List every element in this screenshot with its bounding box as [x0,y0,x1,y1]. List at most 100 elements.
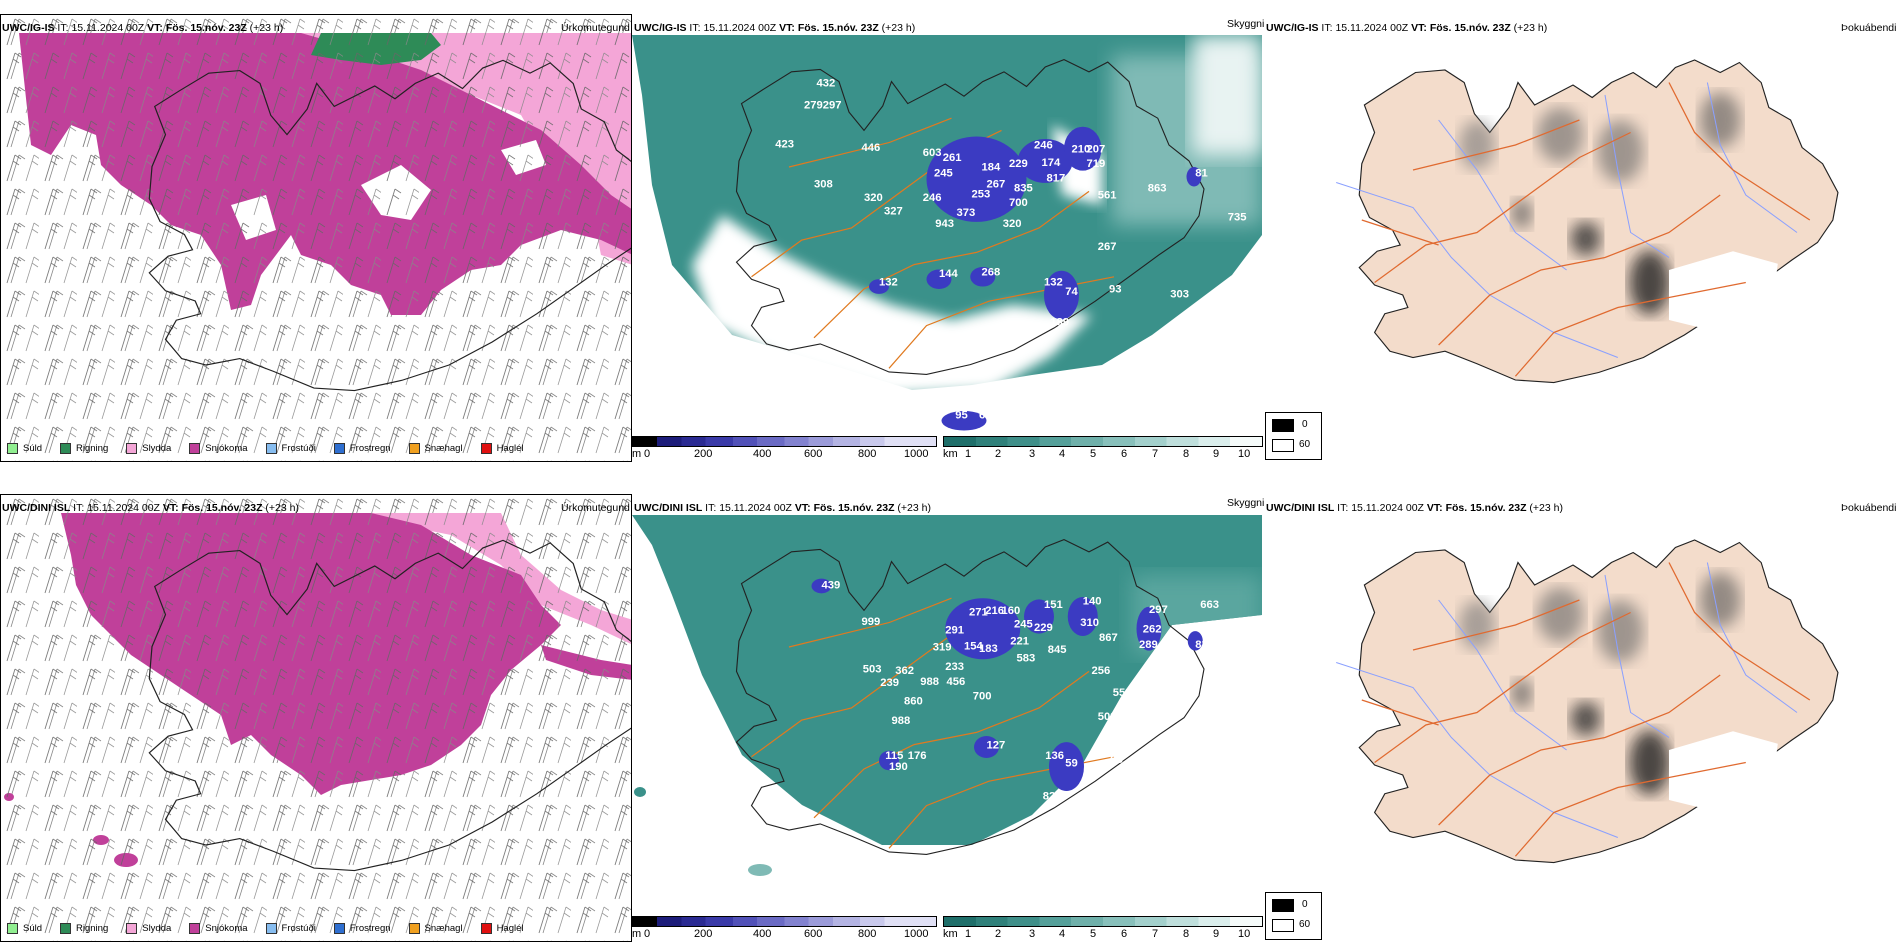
cloud-base-value-label: 423 [775,139,794,151]
tick: 2 [995,448,1002,460]
cloud-base-value-label: 261 [943,152,962,164]
header-fog-bottom: UWC/DINI ISL IT: 15.11.2024 00Z VT: Fös.… [1266,502,1563,514]
cloud-base-value-label: 320 [1003,218,1022,230]
cloud-base-value-label: 115 [885,750,903,762]
tick: m [632,448,642,460]
legend-item: Frostregn [333,443,391,454]
cloud-base-value-label: 154 [964,641,984,653]
cloud-base-value-label: 719 [1087,158,1106,170]
tick: 800 [858,928,877,940]
tick: 8 [1183,448,1190,460]
cloud-base-value-label: 127 [987,739,1006,751]
cloud-base-value-label: 700 [1009,197,1028,209]
cloud-base-value-label: 136 [1045,750,1064,762]
fog-map-bottom [1336,539,1839,864]
cloud-base-value-label: 233 [945,661,964,673]
header-fog-top: UWC/IG-IS IT: 15.11.2024 00Z VT: Fös. 15… [1266,22,1548,34]
title-precip-top: Úrkomutegund [561,22,630,34]
legend-item: Frostregn [333,923,391,934]
cloud-base-value-label: 190 [889,761,908,773]
cloud-base-value-label: 867 [1099,632,1118,644]
cloud-base-value-label: 303 [1170,289,1189,301]
cloud-base-value-label: 603 [923,147,942,159]
fog-panel-top [1265,35,1900,415]
tick: 4 [1059,448,1066,460]
header-visibility-top: UWC/IG-IS IT: 15.11.2024 00Z VT: Fös. 15… [634,22,916,34]
cloud-base-value-label: 583 [1017,653,1036,665]
tick: 8 [1183,928,1190,940]
cloud-base-value-label: 59 [1065,758,1078,770]
cloud-base-value-label: 267 [1098,241,1117,253]
cloud-base-value-label: 279 [804,100,823,112]
tick: 2 [995,928,1002,940]
cloud-base-colorbar-bottom: m 0 200 400 600 800 1000 [632,916,937,944]
legend-item: Snæhagl [408,923,463,934]
precip-map-bottom [1,495,631,941]
cloud-base-value-label: 256 [1092,665,1111,677]
fog-legend-bottom: 0 60 [1265,892,1322,940]
cloud-base-value-label: 373 [957,207,976,219]
cloud-base-value-label: 845 [1048,644,1067,656]
legend-item: Haglél [480,443,524,454]
legend-item: Súld [7,443,42,454]
tick: 7 [1152,448,1159,460]
cloud-base-value-label: 297 [1149,604,1168,616]
tick: 10 [1238,928,1251,940]
cloud-base-value-label: 239 [880,677,899,689]
cloud-base-value-label: 988 [920,676,939,688]
cloud-base-value-label: 509 [1098,711,1117,723]
cloud-base-value-label: 183 [979,643,998,655]
header-visibility-bottom: UWC/DINI ISL IT: 15.11.2024 00Z VT: Fös.… [634,502,931,514]
tick: 6 [1121,448,1128,460]
tick: 1000 [904,448,929,460]
cloud-base-value-label: 95 [955,409,968,421]
tick: km [943,928,958,940]
cloud-base-value-label: 439 [822,580,841,592]
precip-panel-top: Súld Rigning Slydda Snjókoma Frostúði Fr… [0,14,632,462]
cloud-base-value-label: 93 [1109,284,1122,296]
cloud-base-value-label: 184 [982,162,1002,174]
fog-map-top [1336,59,1839,384]
cloud-base-value-label: 267 [987,179,1006,191]
legend-item: Snjókoma [189,923,248,934]
cloud-base-value-label: 216 [985,605,1004,617]
title-precip-bottom: Úrkomutegund [561,502,630,514]
cloud-base-value-label: 700 [973,691,992,703]
visibility-panel-bottom: 439 999 291 271 216 160 245 151 140 310 867 663 297 3… [632,515,1262,915]
tick: 1 [965,928,972,940]
cloud-base-value-label: 245 [1014,619,1033,631]
cloud-base-value-label: 268 [982,267,1001,279]
fog-panel-bottom [1265,515,1900,890]
tick: 200 [694,448,713,460]
fog-legend-top: 0 60 [1265,412,1322,460]
legend-item: Rigning [60,923,108,934]
cloud-base-value-label: 319 [933,642,952,654]
visibility-colorbar-bottom: km 1 2 3 4 5 6 7 8 9 10 [943,916,1263,944]
cloud-base-value-label: 320 [864,192,883,204]
tick: 400 [753,928,772,940]
legend-item: Snæhagl [408,443,463,454]
tick: 400 [753,448,772,460]
cloud-base-value-label: 860 [904,695,923,707]
tick: 0 [644,448,651,460]
tick: 0 [644,928,651,940]
cloud-base-value-label: 176 [908,750,927,762]
legend-item: Slydda [126,443,171,454]
cloud-base-value-label: 246 [923,192,942,204]
title-visibility-bottom: Skyggni [1227,497,1265,509]
cloud-base-value-label: 310 [1080,617,1099,629]
cloud-base-value-label: 835 [1014,183,1033,195]
cloud-base-value-label: 446 [862,142,881,154]
precip-panel-bottom: Súld Rigning Slydda Snjókoma Frostúði Fr… [0,494,632,942]
cloud-base-value-label: 144 [939,268,959,280]
cloud-base-value-label: 308 [814,179,833,191]
cloud-base-colorbar-top: m 0 200 400 600 800 1000 [632,436,937,464]
cloud-base-value-label: 828 [1043,791,1062,803]
tick: 10 [1238,448,1251,460]
precip-legend-top: Súld Rigning Slydda Snjókoma Frostúði Fr… [7,443,542,454]
precip-legend-bottom: Súld Rigning Slydda Snjókoma Frostúði Fr… [7,923,542,934]
tick: 4 [1059,928,1066,940]
cloud-base-value-label: 98 [1110,754,1123,766]
